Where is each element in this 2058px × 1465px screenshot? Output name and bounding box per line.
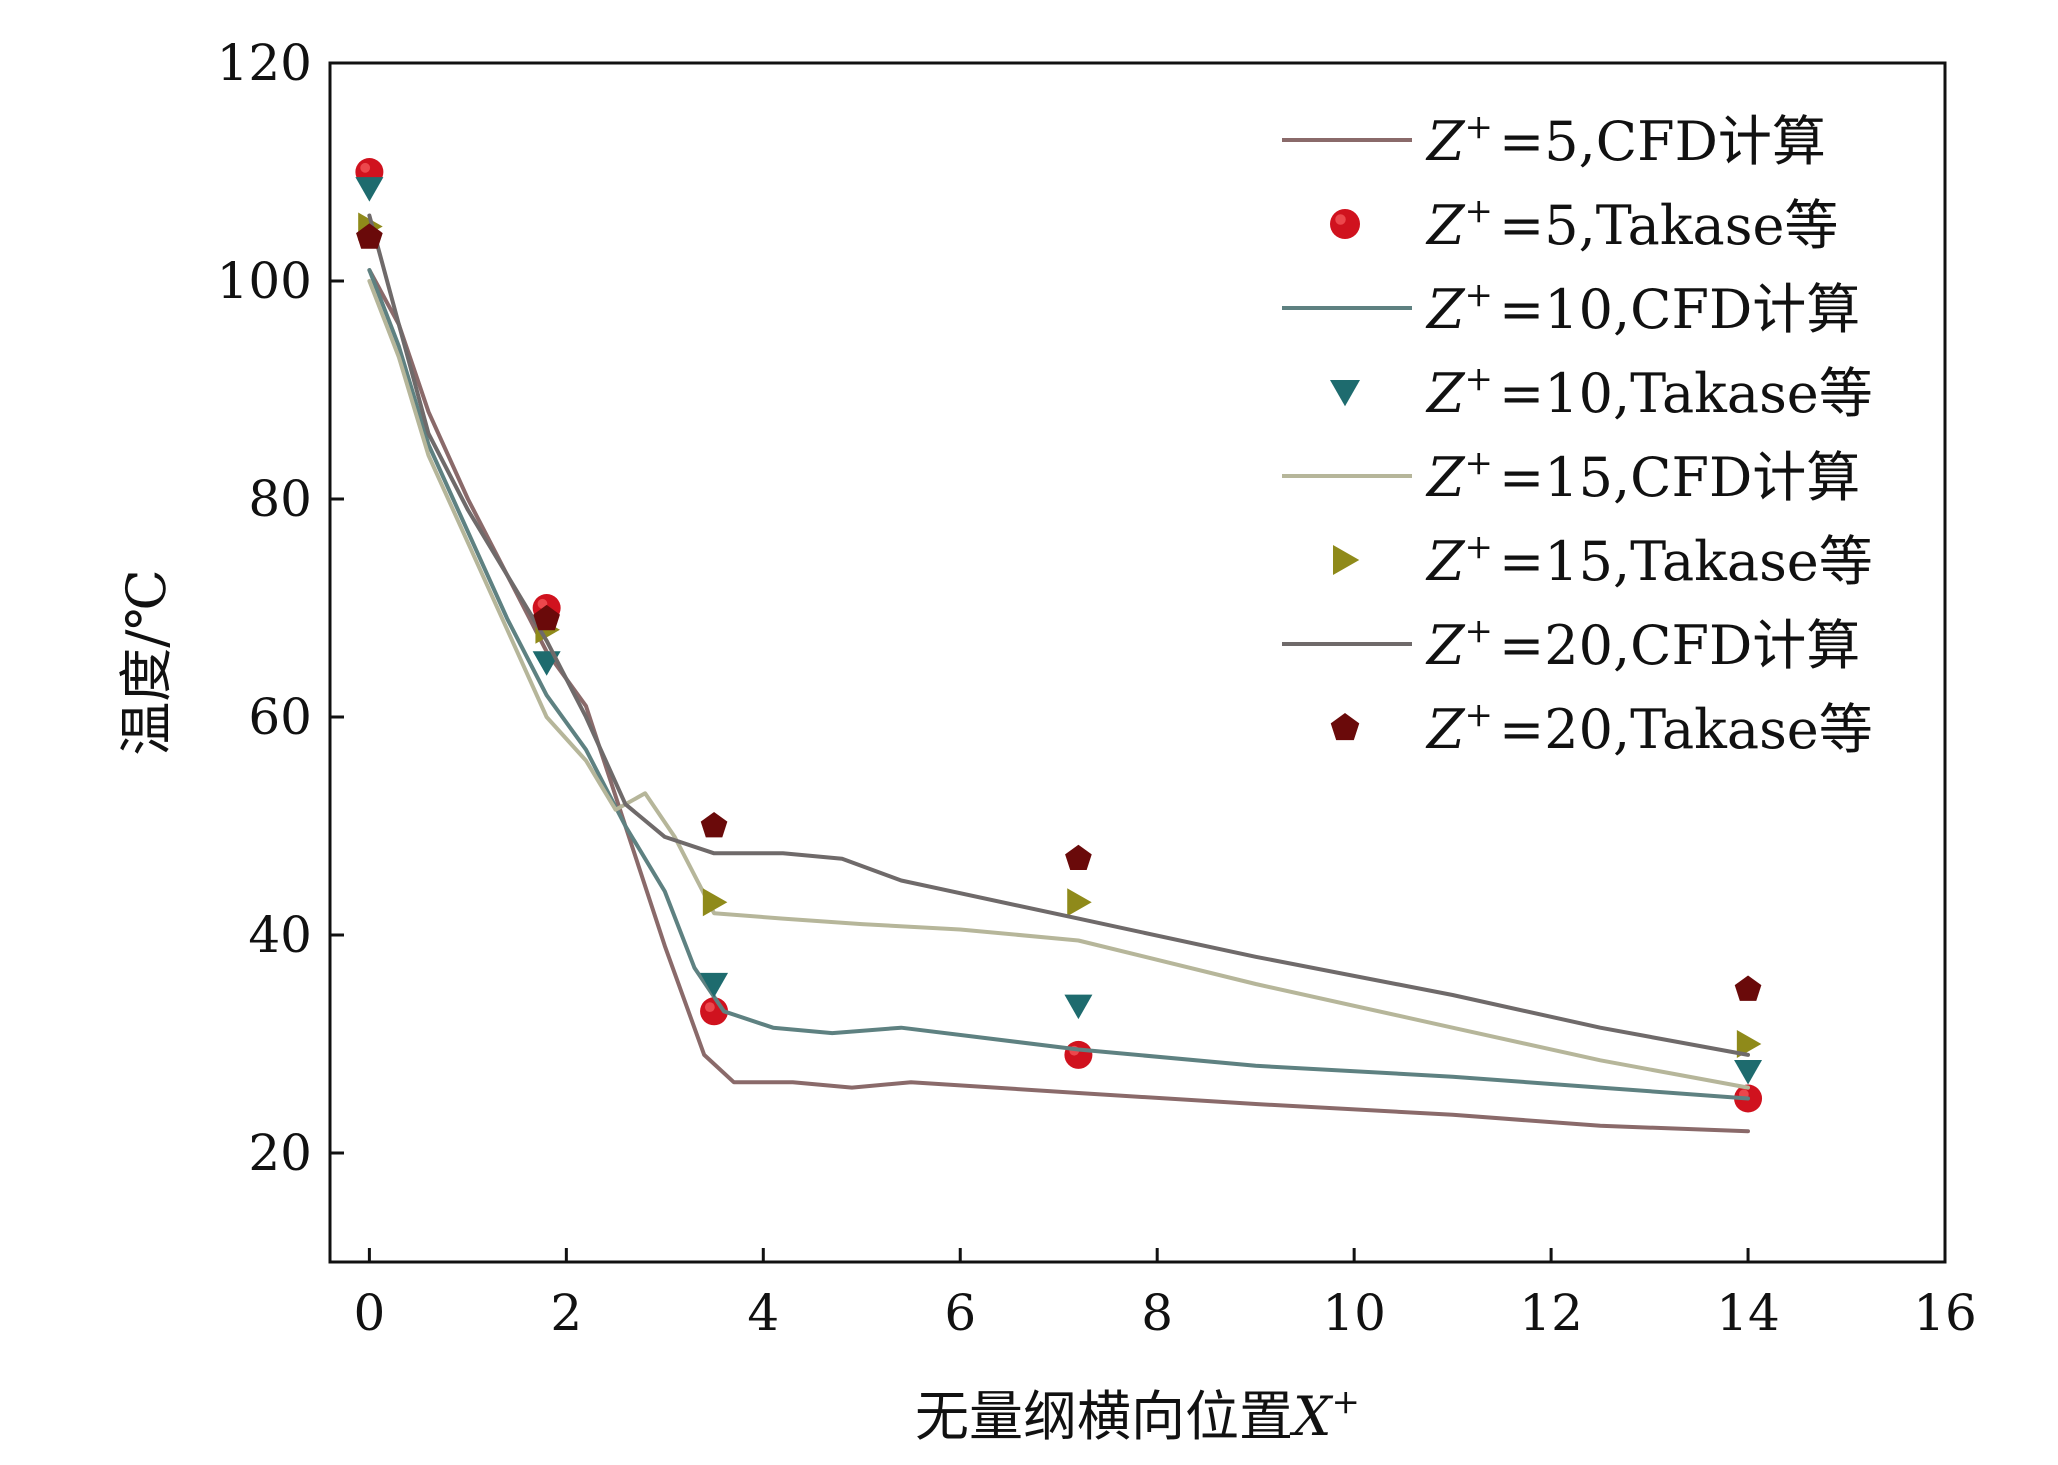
legend-symbol: Z — [1425, 446, 1466, 509]
legend-sup: + — [1465, 191, 1494, 231]
data-point — [1734, 975, 1762, 1001]
legend-entry: Z+ =5,Takase等 — [1330, 191, 1838, 257]
legend-sup: + — [1465, 611, 1494, 651]
data-point — [355, 177, 384, 202]
legend-symbol: Z — [1425, 698, 1466, 761]
x-axis-title: 无量纲横向位置X+ — [915, 1382, 1360, 1448]
axis-ticks: 0 2 4 6 8 10 12 14 16 20 40 60 80 100 120 — [217, 34, 1977, 1342]
legend-label: Z+ =10,Takase等 — [1425, 359, 1873, 425]
y-tick-label: 100 — [217, 252, 312, 310]
x-tick-label: 2 — [550, 1284, 582, 1342]
y-tick-label: 60 — [248, 688, 312, 746]
y-tick-label: 80 — [248, 470, 312, 528]
legend-sup: + — [1465, 107, 1494, 147]
legend-label: Z+ =5,Takase等 — [1425, 191, 1838, 257]
x-tick-label: 0 — [353, 1284, 385, 1342]
series-7 — [356, 223, 1762, 1001]
data-point — [700, 972, 729, 998]
series-line — [367, 279, 1750, 1090]
marker-shape — [1330, 209, 1360, 239]
legend-entry: Z+ =20,Takase等 — [1330, 695, 1873, 761]
legend-entry: Z+ =5,CFD计算 — [1282, 107, 1826, 173]
data-point — [356, 223, 383, 249]
x-axis-title-symbol: X — [1289, 1385, 1334, 1448]
legend-marker — [1330, 380, 1360, 407]
marker-highlight — [360, 162, 371, 173]
legend-name: =15,Takase等 — [1499, 530, 1873, 593]
data-point — [1067, 888, 1092, 917]
legend-marker — [1333, 545, 1360, 575]
legend-label: Z+ =10,CFD计算 — [1425, 275, 1860, 341]
legend-name: =10,CFD计算 — [1499, 278, 1860, 341]
x-tick-label: 8 — [1141, 1284, 1173, 1342]
series-4 — [367, 279, 1750, 1090]
x-axis-title-sup: + — [1331, 1382, 1360, 1422]
plot-area — [328, 61, 1947, 1264]
legend-marker — [1330, 209, 1360, 239]
legend-label: Z+ =5,CFD计算 — [1425, 107, 1826, 173]
legend-name: =20,CFD计算 — [1499, 614, 1860, 677]
data-point — [1734, 1060, 1763, 1085]
legend-symbol: Z — [1425, 362, 1466, 425]
legend-symbol: Z — [1425, 278, 1466, 341]
marker-shape — [1064, 1040, 1093, 1069]
data-point — [700, 812, 728, 838]
legend-marker — [1330, 713, 1360, 741]
legend-label: Z+ =20,CFD计算 — [1425, 611, 1860, 677]
marker-highlight — [1335, 214, 1346, 225]
legend-label: Z+ =15,Takase等 — [1425, 527, 1873, 593]
y-tick-label: 120 — [217, 34, 312, 92]
data-point — [1064, 1040, 1093, 1069]
x-tick-label: 12 — [1519, 1284, 1583, 1342]
marker-highlight — [704, 1002, 715, 1012]
x-tick-label: 10 — [1322, 1284, 1386, 1342]
legend-name: =5,CFD计算 — [1499, 110, 1826, 173]
legend-name: =10,Takase等 — [1499, 362, 1873, 425]
data-point — [1736, 1030, 1762, 1058]
data-point — [1065, 844, 1092, 871]
legend-entry: Z+ =10,Takase等 — [1330, 359, 1873, 425]
legend-sup: + — [1465, 527, 1494, 567]
legend-name: =5,Takase等 — [1499, 194, 1838, 257]
series-6 — [367, 213, 1750, 1057]
series-line — [367, 213, 1750, 1057]
legend-name: =20,Takase等 — [1499, 698, 1873, 761]
y-tick-label: 20 — [248, 1124, 312, 1182]
legend-symbol: Z — [1425, 194, 1466, 257]
x-axis-title-text: 无量纲横向位置 — [915, 1385, 1293, 1448]
legend-sup: + — [1465, 443, 1494, 483]
legend-label: Z+ =15,CFD计算 — [1425, 443, 1860, 509]
series-2 — [367, 268, 1750, 1101]
x-tick-label: 14 — [1716, 1284, 1780, 1342]
x-tick-label: 4 — [747, 1284, 779, 1342]
series-0 — [367, 268, 1750, 1134]
legend-entry: Z+ =15,Takase等 — [1333, 527, 1873, 593]
legend-entry: Z+ =15,CFD计算 — [1282, 443, 1860, 509]
y-tick-label: 40 — [248, 906, 312, 964]
x-tick-label: 16 — [1913, 1284, 1977, 1342]
legend-sup: + — [1465, 359, 1494, 399]
y-axis-title: 温度/℃ — [115, 569, 178, 756]
legend-symbol: Z — [1425, 530, 1466, 593]
plot-frame — [328, 61, 1947, 1264]
legend-symbol: Z — [1425, 614, 1466, 677]
data-point — [1064, 994, 1093, 1020]
legend-symbol: Z — [1425, 110, 1466, 173]
data-point — [533, 604, 560, 631]
legend-entry: Z+ =20,CFD计算 — [1282, 611, 1860, 677]
legend-name: =15,CFD计算 — [1499, 446, 1860, 509]
legend-sup: + — [1465, 695, 1494, 735]
x-tick-label: 6 — [944, 1284, 976, 1342]
series-line — [367, 268, 1750, 1134]
series-line — [367, 268, 1750, 1101]
legend-entry: Z+ =10,CFD计算 — [1282, 275, 1860, 341]
legend-label: Z+ =20,Takase等 — [1425, 695, 1873, 761]
legend-sup: + — [1465, 275, 1494, 315]
data-point — [702, 888, 728, 917]
